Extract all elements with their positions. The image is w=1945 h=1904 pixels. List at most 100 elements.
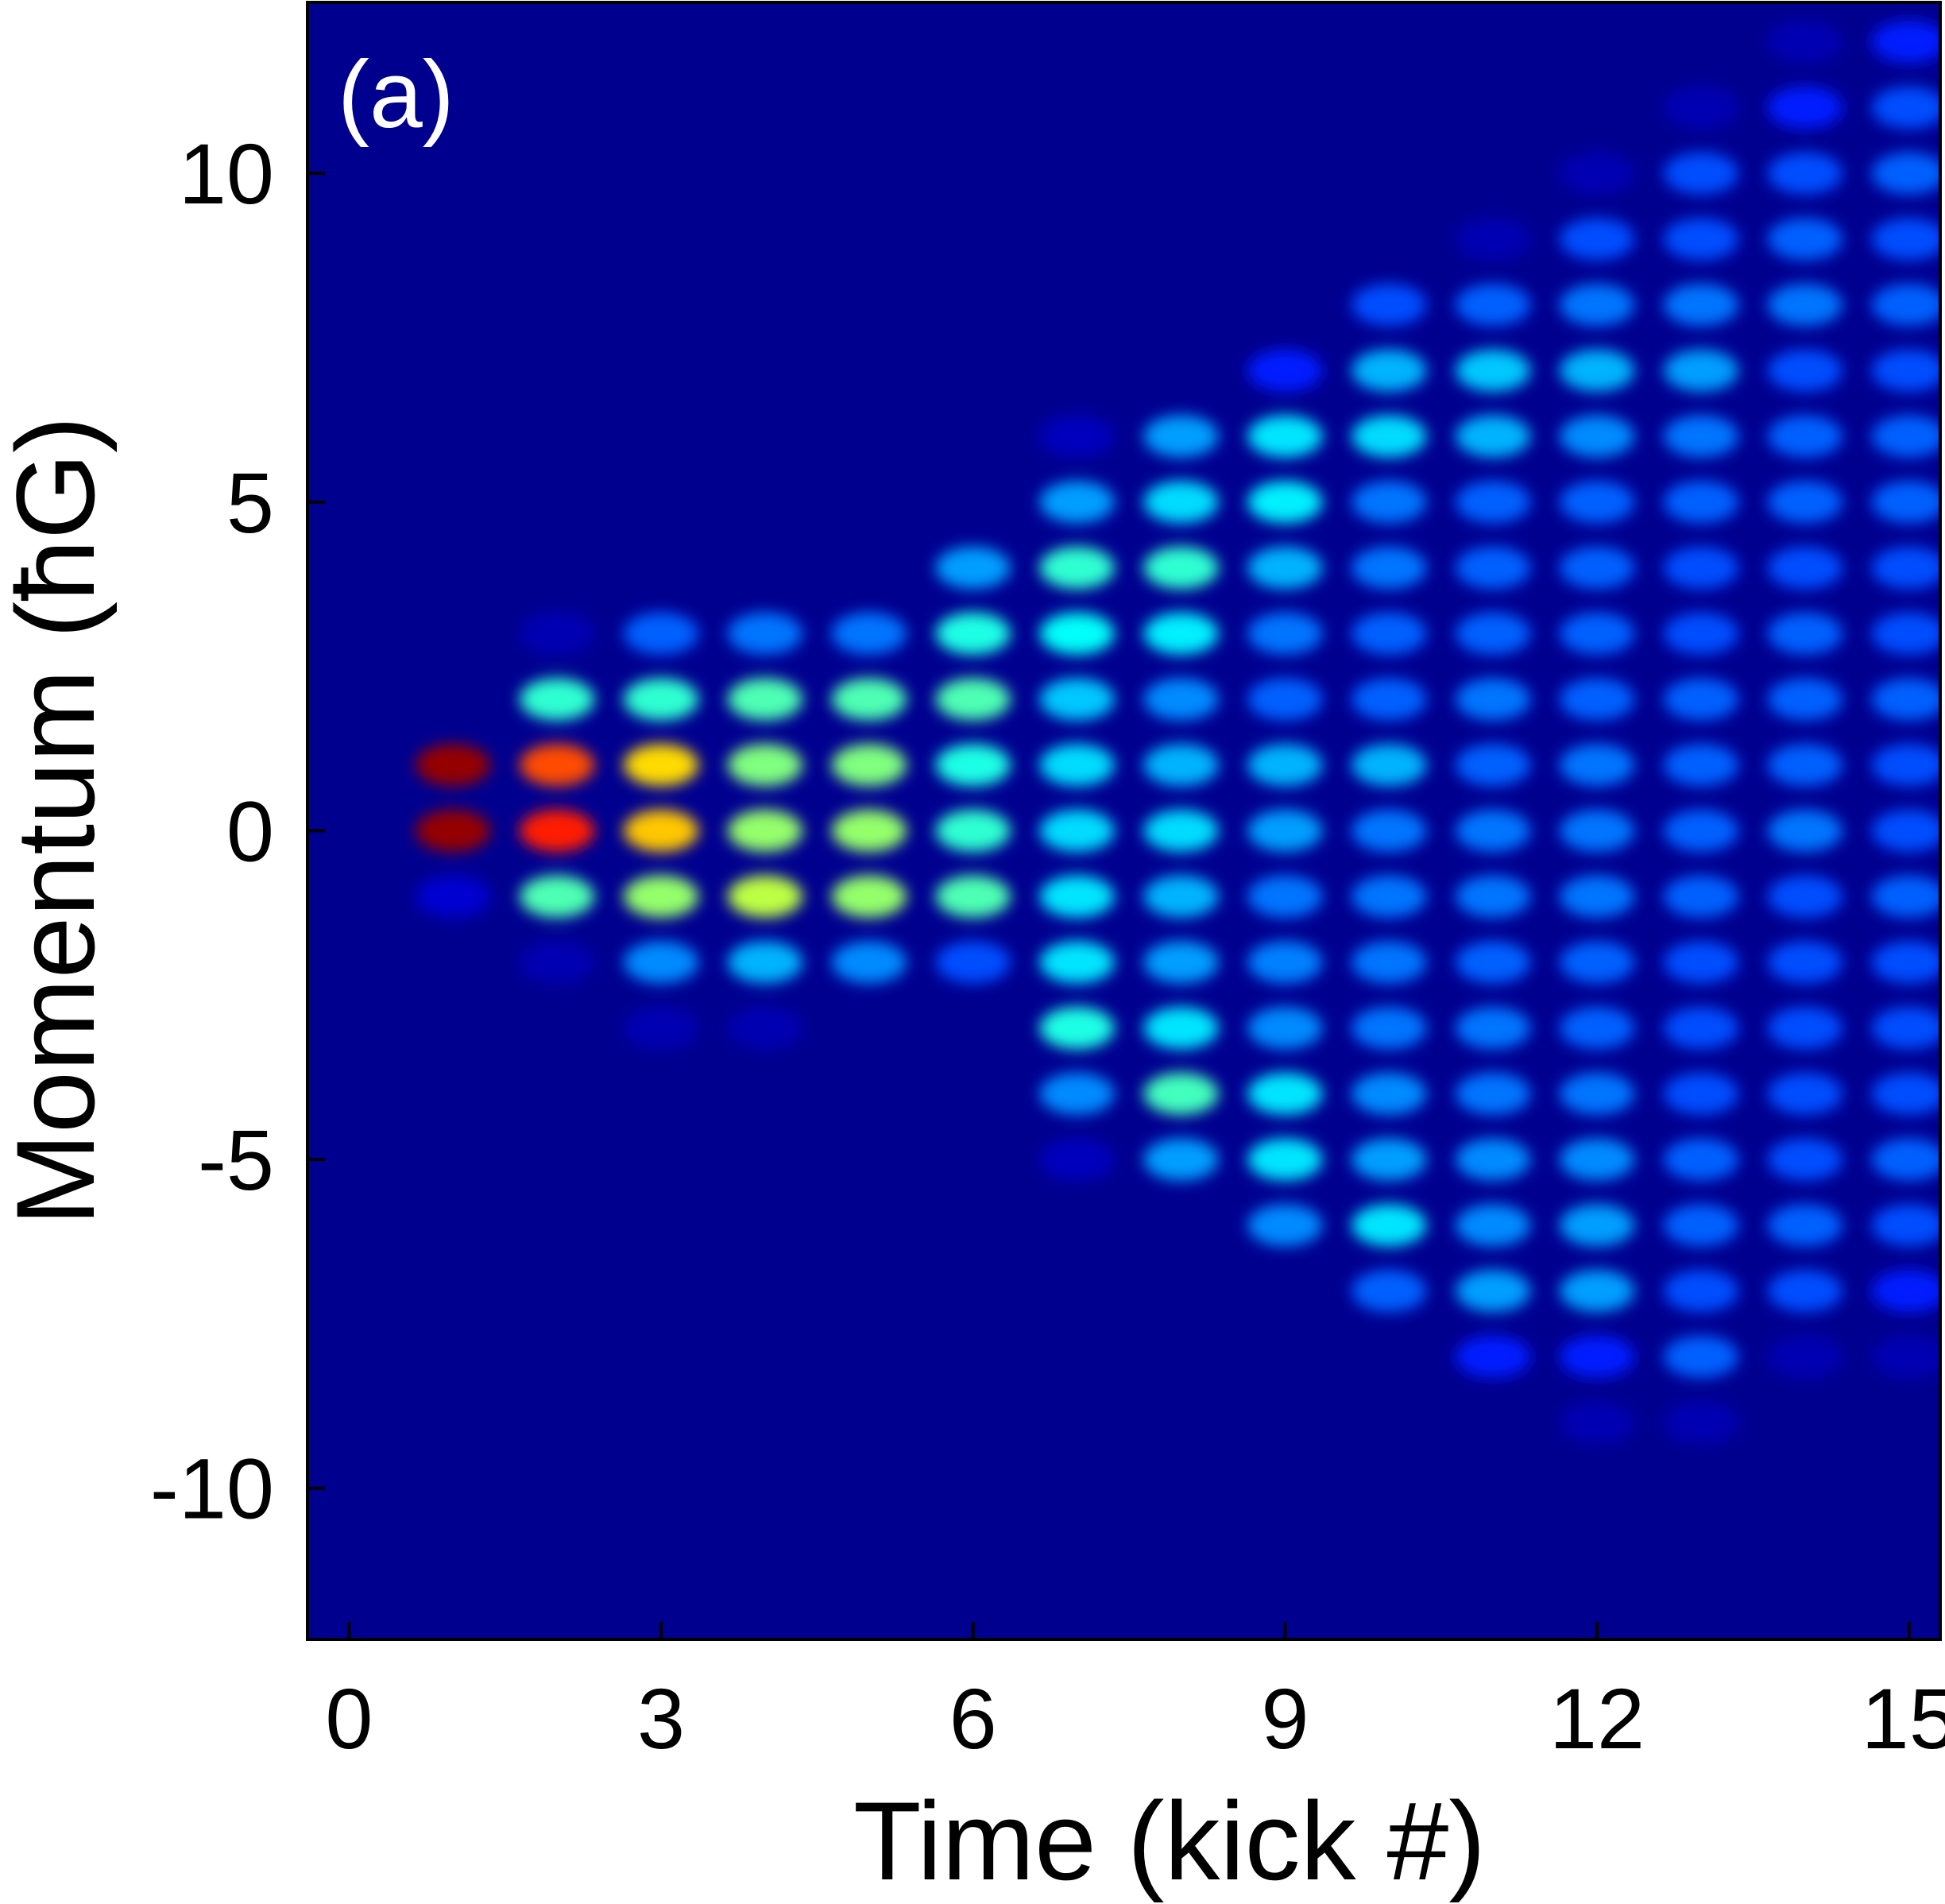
x-axis-label: Time (kick #) (853, 1778, 1486, 1903)
heatmap-cell (1143, 1138, 1219, 1181)
heatmap-cell (1871, 744, 1940, 787)
heatmap-cell (1456, 481, 1531, 524)
heatmap-cell (1767, 415, 1843, 458)
heatmap-cell (1871, 547, 1940, 589)
heatmap-cell (1143, 415, 1219, 458)
heatmap-cell (1351, 744, 1427, 787)
heatmap-cell (1143, 809, 1219, 852)
heatmap-cell (1559, 1204, 1635, 1247)
heatmap-cell (1559, 284, 1635, 327)
y-tick-label: 0 (226, 783, 274, 879)
heatmap-cell (1871, 1138, 1940, 1181)
y-axis-ticks: -10 -5 0 5 10 (150, 126, 325, 1537)
heatmap-cell (1247, 415, 1323, 458)
heatmap-cell (1456, 218, 1531, 261)
heatmap-cell (1143, 1007, 1219, 1050)
heatmap-cell (1767, 21, 1843, 64)
heatmap-cell (520, 744, 595, 787)
heatmap-cell (935, 678, 1011, 721)
heatmap-cell (1663, 941, 1739, 984)
heatmap-cell (1871, 1204, 1940, 1247)
heatmap-cell (1871, 481, 1940, 524)
heatmap-cell (727, 678, 803, 721)
heatmap-cell (1663, 809, 1739, 852)
heatmap-cell (1247, 547, 1323, 589)
heatmap-cell (1039, 1072, 1115, 1115)
heatmap-cell (1663, 152, 1739, 195)
heatmap-cell (1871, 612, 1940, 655)
heatmap-cell (831, 875, 907, 918)
heatmap-cell (1871, 875, 1940, 918)
heatmap-cell (1663, 547, 1739, 589)
heatmap-cell (1039, 809, 1115, 852)
y-axis-label: Momentum (ħG) (0, 416, 118, 1225)
heatmap-cell (520, 678, 595, 721)
heatmap-cell (623, 941, 699, 984)
heatmap-cell (935, 875, 1011, 918)
heatmap-cell (1143, 1072, 1219, 1115)
heatmap-cell (1559, 481, 1635, 524)
heatmap-cell (623, 678, 699, 721)
y-tick-label: 5 (226, 455, 274, 551)
panel-label: (a) (338, 41, 454, 148)
heatmap-cell (1767, 744, 1843, 787)
heatmap-cell (831, 744, 907, 787)
x-tick-label: 3 (637, 1670, 685, 1767)
heatmap-cell (1663, 218, 1739, 261)
heatmap-cell (1143, 678, 1219, 721)
heatmap-cell (831, 678, 907, 721)
heatmap-cell (1767, 1335, 1843, 1378)
heatmap-cell (1871, 678, 1940, 721)
heatmap-cell (1351, 809, 1427, 852)
heatmap-cell (1559, 1270, 1635, 1312)
heatmap-cell (1351, 547, 1427, 589)
heatmap-cell (1559, 152, 1635, 195)
heatmap-cell (1663, 481, 1739, 524)
heatmap-cell (1767, 612, 1843, 655)
heatmap-cell (1663, 1204, 1739, 1247)
heatmap-cell (1871, 415, 1940, 458)
heatmap-cell (1247, 1072, 1323, 1115)
heatmap-cell (1143, 612, 1219, 655)
heatmap-cell (623, 809, 699, 852)
heatmap-cell (1351, 349, 1427, 392)
heatmap-cell (831, 612, 907, 655)
heatmap-cell (1039, 875, 1115, 918)
heatmap-cell (623, 1007, 699, 1050)
heatmap-cell (1456, 547, 1531, 589)
heatmap-cell (416, 875, 491, 918)
heatmap-cell (1663, 1270, 1739, 1312)
heatmap-cell (1871, 349, 1940, 392)
heatmap-cell (935, 941, 1011, 984)
heatmap-cell (1767, 152, 1843, 195)
y-tick-label: -10 (150, 1441, 274, 1537)
heatmap-cell (1559, 349, 1635, 392)
heatmap-cell (520, 612, 595, 655)
heatmap-cell (1767, 349, 1843, 392)
heatmap-cell (1143, 941, 1219, 984)
heatmap-cell (1663, 1072, 1739, 1115)
heatmap-cell (1456, 1335, 1531, 1378)
heatmap-cell (1351, 678, 1427, 721)
heatmap-cell (1247, 744, 1323, 787)
heatmap-cell (1871, 218, 1940, 261)
heatmap-cell (1247, 1007, 1323, 1050)
heatmap-cell (1039, 612, 1115, 655)
heatmap-cell (1767, 547, 1843, 589)
heatmap-cell (1351, 415, 1427, 458)
heatmap-cell (1663, 1007, 1739, 1050)
heatmap-cell (1456, 941, 1531, 984)
heatmap-cell (1247, 481, 1323, 524)
heatmap-cell (1039, 941, 1115, 984)
heatmap-cell (1767, 1138, 1843, 1181)
heatmap-cell (727, 941, 803, 984)
heatmap-cell (1663, 678, 1739, 721)
heatmap-cell (1559, 1072, 1635, 1115)
heatmap-cell (1559, 1335, 1635, 1378)
heatmap-cell (1143, 481, 1219, 524)
heatmap-cell (1456, 678, 1531, 721)
heatmap-cell (1039, 744, 1115, 787)
heatmap-cell (1767, 678, 1843, 721)
heatmap-cell (935, 809, 1011, 852)
